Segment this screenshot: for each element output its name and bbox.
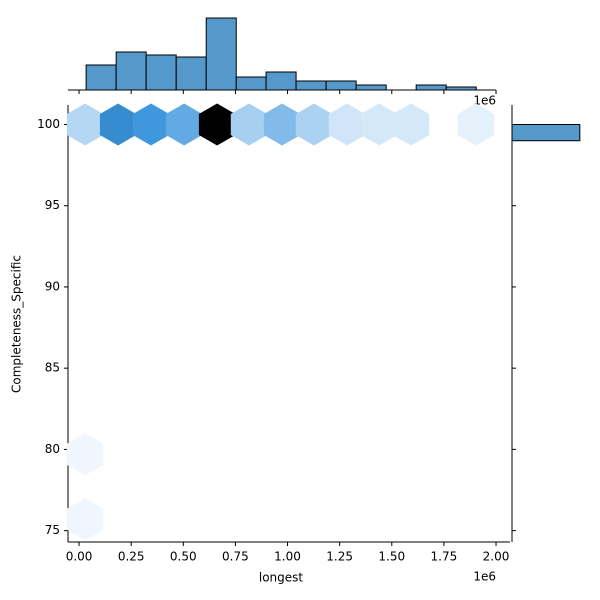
- hist-bar: [205, 17, 237, 91]
- x-axis-label: longest: [259, 571, 304, 585]
- y-tick-label: 95: [45, 198, 60, 212]
- x-tick-label: 0.00: [66, 550, 93, 564]
- offset-text: 1e6: [473, 94, 496, 108]
- hexbin: [360, 103, 398, 146]
- hexbin: [392, 103, 430, 146]
- offset-text: 1e6: [473, 570, 496, 584]
- x-tick-label: 1.00: [274, 550, 301, 564]
- hexbin: [99, 103, 137, 146]
- y-tick-label: 90: [45, 279, 60, 293]
- x-tick-label: 0.50: [170, 550, 197, 564]
- hist-bar: [295, 80, 327, 91]
- hist-bar: [325, 80, 357, 91]
- hexbin: [295, 103, 333, 146]
- hexbin: [66, 433, 104, 476]
- hexbin: [132, 103, 170, 146]
- x-tick-label: 1.75: [431, 550, 458, 564]
- hexbin: [165, 103, 203, 146]
- hist-bar: [511, 123, 581, 142]
- y-tick-label: 80: [45, 442, 60, 456]
- hist-bar: [355, 84, 387, 91]
- x-tick-label: 2.00: [483, 550, 510, 564]
- y-tick-label: 100: [37, 117, 60, 131]
- hexbin: [198, 103, 236, 146]
- hexbin: [328, 103, 366, 146]
- x-tick-label: 0.75: [222, 550, 249, 564]
- x-tick-label: 0.25: [118, 550, 145, 564]
- y-tick-label: 85: [45, 361, 60, 375]
- y-tick-label: 75: [45, 523, 60, 537]
- hist-bar: [175, 56, 207, 91]
- hist-bar: [235, 76, 267, 91]
- hexbin: [66, 103, 104, 146]
- hexbin: [457, 103, 495, 146]
- y-axis-label: Completeness_Specific: [10, 255, 24, 393]
- hist-bar: [145, 54, 177, 91]
- x-tick-label: 1.50: [378, 550, 405, 564]
- hist-bar: [445, 86, 477, 91]
- hexbin: [66, 498, 104, 541]
- x-tick-label: 1.25: [326, 550, 353, 564]
- hexbin: [263, 103, 301, 146]
- hist-bar: [265, 71, 297, 91]
- hist-bar: [115, 51, 147, 91]
- hexbin: [230, 103, 268, 146]
- hist-bar: [415, 84, 447, 91]
- hist-bar: [85, 64, 117, 91]
